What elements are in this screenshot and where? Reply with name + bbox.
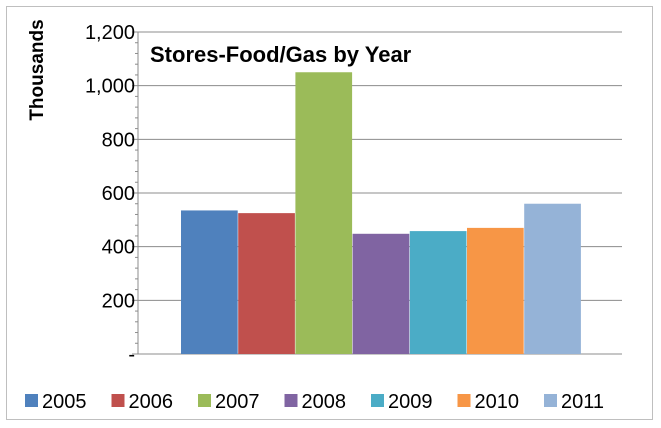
legend-label-2008: 2008 xyxy=(302,391,347,413)
legend-label-2006: 2006 xyxy=(129,391,174,413)
chart-title: Stores-Food/Gas by Year xyxy=(150,42,412,67)
legend-label-2007: 2007 xyxy=(215,391,260,413)
y-tick-label: 600 xyxy=(102,183,135,205)
y-tick-label: - xyxy=(128,344,135,366)
y-tick-label: 800 xyxy=(102,129,135,151)
bar-2007 xyxy=(295,72,353,354)
legend-swatch-2009 xyxy=(371,394,384,407)
bar-2010 xyxy=(467,227,524,354)
legend-swatch-2008 xyxy=(284,394,298,407)
bar-2005 xyxy=(181,210,238,354)
legend-swatch-2005 xyxy=(25,394,38,407)
legend-label-2011: 2011 xyxy=(561,391,604,413)
bar-2009 xyxy=(409,231,467,354)
bar-2011 xyxy=(524,203,581,354)
legend-swatch-2011 xyxy=(544,394,557,407)
y-tick-label: 400 xyxy=(102,237,135,259)
y-tick-label: 200 xyxy=(102,290,135,312)
bar-2008 xyxy=(352,233,410,354)
y-tick-label: 1,200 xyxy=(85,22,135,44)
legend-swatch-2006 xyxy=(111,394,125,407)
y-axis: - 200 400 600 800 1,000 1,200 xyxy=(85,22,622,366)
legend-label-2010: 2010 xyxy=(475,391,520,413)
bars xyxy=(181,72,581,354)
y-axis-title: Thousands xyxy=(27,19,48,120)
bar-2006 xyxy=(238,213,295,354)
y-tick-label: 1,000 xyxy=(85,76,135,98)
legend-label-2009: 2009 xyxy=(388,391,433,413)
legend: 2005 2006 2007 2008 2009 2010 2011 xyxy=(25,391,604,413)
legend-swatch-2007 xyxy=(198,394,211,407)
legend-swatch-2010 xyxy=(457,394,471,407)
legend-label-2005: 2005 xyxy=(42,391,87,413)
